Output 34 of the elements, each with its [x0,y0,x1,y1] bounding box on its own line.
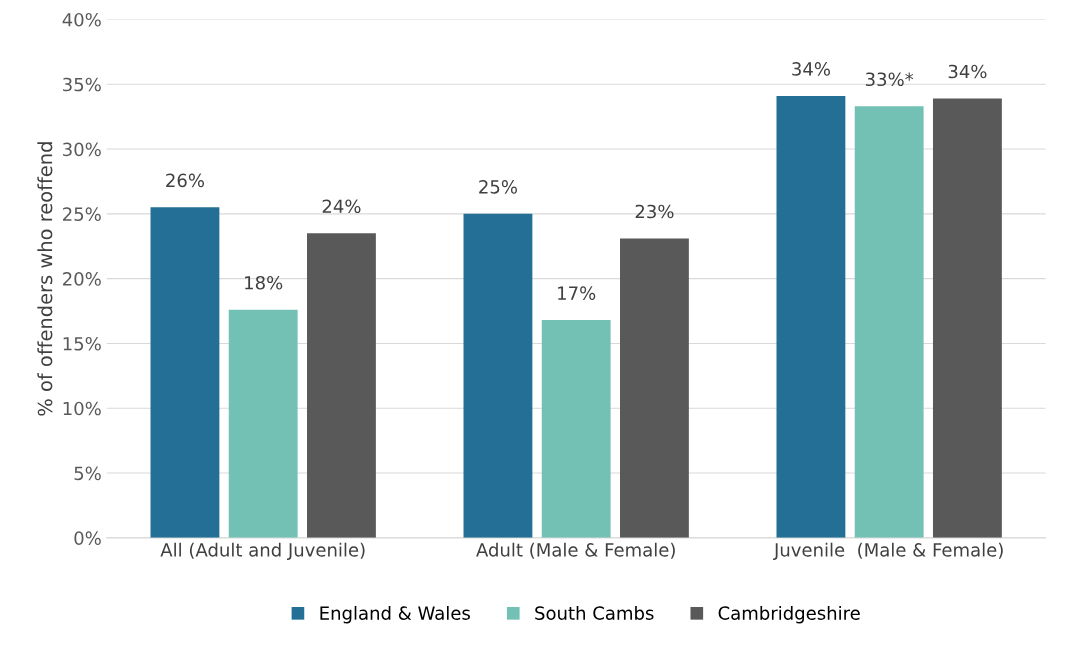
bar [307,233,376,538]
data-label: 33%* [865,72,914,87]
y-tick-label: 0% [74,531,101,545]
data-label: 23% [635,204,674,219]
y-tick-label: 20% [63,272,101,286]
legend-label: Cambridgeshire [718,605,860,624]
x-tick-label: Adult (Male & Female) [476,542,675,559]
y-tick-label: 35% [63,77,101,92]
data-label: 34% [792,62,830,76]
x-tick-label: All (Adult and Juvenile) [160,542,365,561]
data-label: 34% [948,64,987,79]
data-label: 18% [245,275,283,290]
legend-label: England & Wales [320,605,470,624]
data-label: 24% [322,199,361,214]
y-tick-label: 40% [62,12,101,27]
y-tick-label: 5% [74,466,101,481]
y-axis-title: % of offenders who reoffend [37,142,53,416]
data-label: 17% [558,286,596,300]
x-tick-label: Juvenile (Male & Female) [773,542,1003,561]
data-label: 25% [479,180,517,194]
bar [541,320,611,538]
bar [776,95,846,538]
data-label: 26% [166,173,205,188]
y-tick-label: 15% [63,336,101,351]
bar [932,98,1002,538]
bar [620,238,689,538]
bar [150,207,220,538]
y-tick-label: 25% [63,207,101,221]
bar [463,213,533,538]
y-tick-label: 30% [63,142,101,157]
bar [854,106,924,538]
legend-label: South Cambs [535,605,654,620]
y-tick-label: 10% [63,401,101,416]
bar [228,309,298,538]
